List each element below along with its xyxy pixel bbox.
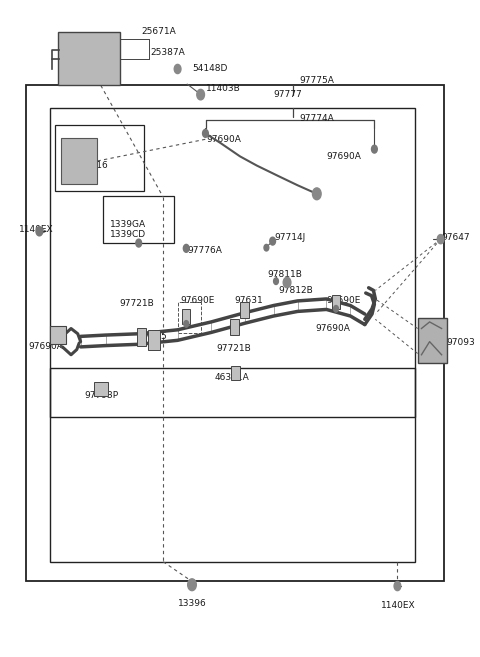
Text: 97647: 97647: [442, 233, 470, 242]
Text: 97690A: 97690A: [206, 135, 241, 144]
Text: 25671A: 25671A: [141, 27, 176, 36]
Text: 11403B: 11403B: [206, 83, 241, 93]
Bar: [230, 319, 239, 336]
Bar: [332, 295, 340, 309]
Text: 97721B: 97721B: [216, 344, 251, 353]
Text: 1339GA: 1339GA: [110, 219, 146, 229]
Text: 1140EX: 1140EX: [19, 225, 54, 235]
Text: 97690A: 97690A: [29, 342, 64, 351]
Bar: [55, 125, 144, 191]
Bar: [178, 302, 201, 333]
Circle shape: [183, 244, 189, 252]
Text: 97714J: 97714J: [275, 233, 306, 242]
Text: 97812B: 97812B: [278, 286, 313, 295]
Circle shape: [197, 89, 204, 100]
Bar: [58, 32, 120, 85]
Bar: [26, 85, 444, 581]
Circle shape: [437, 235, 444, 244]
Text: 97721B: 97721B: [119, 299, 154, 308]
Text: 25387A: 25387A: [151, 48, 185, 57]
Bar: [231, 366, 240, 380]
Text: 97916: 97916: [79, 161, 108, 170]
Bar: [103, 196, 174, 243]
Bar: [240, 302, 249, 318]
Bar: [50, 108, 415, 417]
Text: 97690E: 97690E: [326, 296, 361, 306]
Circle shape: [188, 579, 196, 591]
Text: 97690A: 97690A: [316, 324, 351, 333]
Circle shape: [312, 188, 321, 200]
Text: 1339CD: 1339CD: [110, 230, 146, 239]
Bar: [50, 326, 66, 344]
Circle shape: [264, 244, 269, 251]
Bar: [50, 368, 415, 562]
Text: 97690A: 97690A: [326, 152, 361, 161]
Circle shape: [283, 277, 291, 288]
Text: 1140EX: 1140EX: [381, 601, 416, 610]
Text: 97690E: 97690E: [180, 296, 215, 306]
Text: 46351A: 46351A: [215, 373, 250, 382]
Bar: [94, 382, 108, 396]
Circle shape: [274, 278, 278, 284]
Text: 13396: 13396: [178, 599, 206, 608]
Circle shape: [270, 237, 276, 245]
Bar: [418, 318, 447, 363]
Circle shape: [334, 306, 338, 312]
Text: 97793P: 97793P: [84, 391, 118, 400]
Circle shape: [372, 145, 377, 153]
Text: 97785: 97785: [138, 332, 167, 341]
Bar: [61, 138, 97, 184]
Text: 97631: 97631: [234, 296, 263, 306]
Text: 54148D: 54148D: [192, 64, 228, 73]
Text: 97777: 97777: [274, 90, 302, 99]
Text: 97775A: 97775A: [300, 76, 334, 85]
Circle shape: [36, 227, 43, 236]
Bar: [182, 309, 190, 324]
Text: 97093: 97093: [446, 338, 475, 348]
Circle shape: [174, 64, 181, 74]
Circle shape: [203, 129, 208, 137]
Text: 97811B: 97811B: [268, 270, 303, 279]
Bar: [137, 328, 146, 346]
Bar: [148, 330, 159, 350]
Circle shape: [136, 239, 142, 247]
Circle shape: [184, 321, 189, 327]
Text: 97774A: 97774A: [300, 114, 334, 123]
Text: 97776A: 97776A: [187, 246, 222, 256]
Circle shape: [394, 581, 401, 591]
